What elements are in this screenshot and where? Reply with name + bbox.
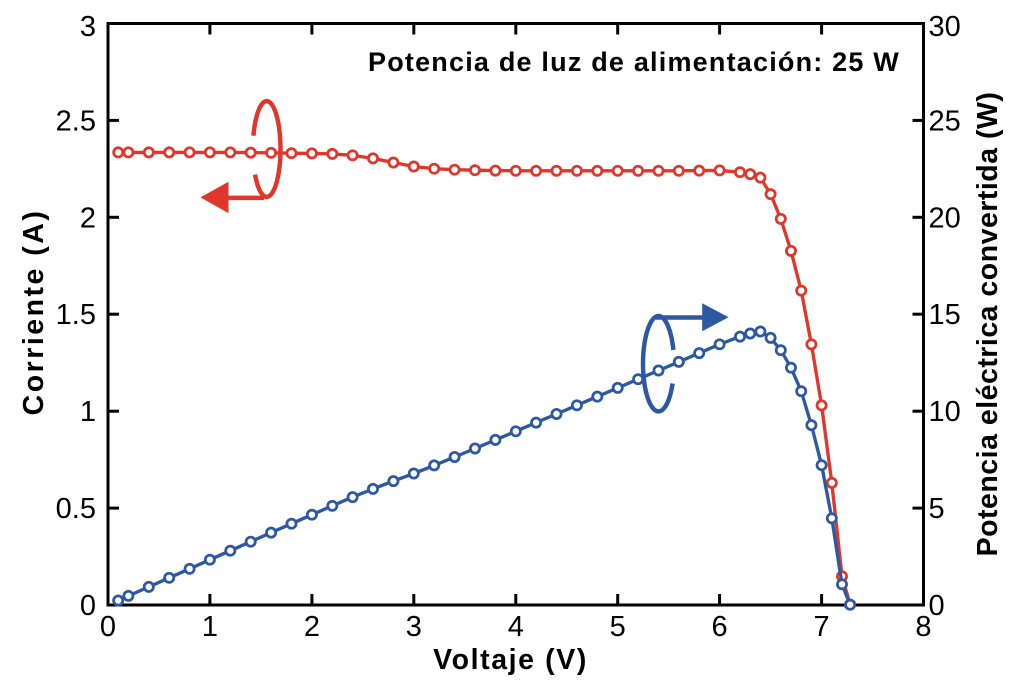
svg-text:2: 2 — [80, 202, 96, 234]
svg-text:0: 0 — [929, 590, 945, 622]
svg-text:Potencia de luz de alimentació: Potencia de luz de alimentación: 25 W — [368, 47, 900, 77]
svg-text:5: 5 — [929, 493, 945, 525]
svg-text:5: 5 — [610, 611, 626, 643]
svg-text:3: 3 — [406, 611, 422, 643]
svg-text:Potencia eléctrica convertida: Potencia eléctrica convertida (W) — [972, 92, 1004, 557]
svg-text:0.5: 0.5 — [56, 493, 96, 525]
svg-text:10: 10 — [929, 396, 961, 428]
svg-text:30: 30 — [929, 11, 961, 43]
svg-text:2.5: 2.5 — [56, 105, 96, 137]
svg-text:1: 1 — [80, 396, 96, 428]
svg-text:20: 20 — [929, 202, 961, 234]
svg-text:1: 1 — [202, 611, 218, 643]
svg-text:1.5: 1.5 — [56, 299, 96, 331]
svg-text:8: 8 — [915, 611, 931, 643]
svg-text:25: 25 — [929, 105, 961, 137]
svg-text:0: 0 — [80, 590, 96, 622]
svg-text:Voltaje (V): Voltaje (V) — [433, 644, 588, 676]
svg-text:3: 3 — [80, 11, 96, 43]
svg-text:15: 15 — [929, 299, 961, 331]
svg-text:6: 6 — [712, 611, 728, 643]
svg-text:7: 7 — [814, 611, 830, 643]
svg-text:Corriente (A): Corriente (A) — [18, 209, 50, 416]
svg-text:4: 4 — [508, 611, 524, 643]
svg-text:0: 0 — [100, 611, 116, 643]
svg-text:2: 2 — [304, 611, 320, 643]
